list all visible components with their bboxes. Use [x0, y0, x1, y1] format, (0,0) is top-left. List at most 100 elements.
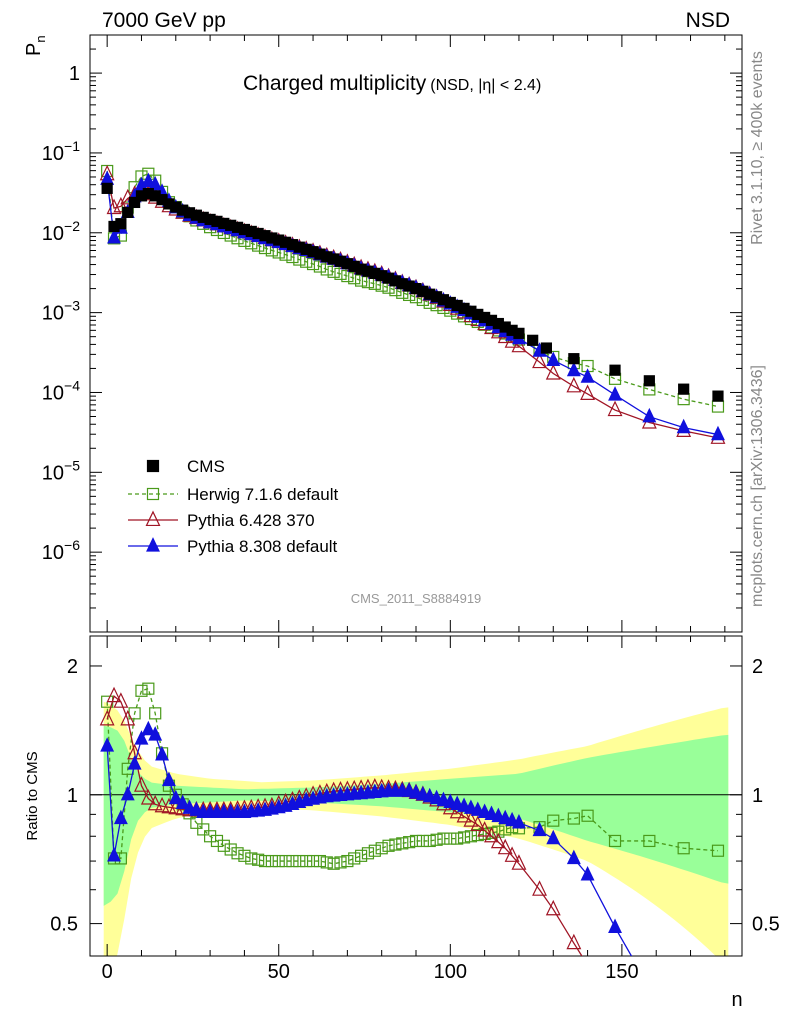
- herwig-ratio-marker: [361, 847, 375, 860]
- pythia8-main-marker: [580, 368, 595, 383]
- herwig-ratio-marker: [149, 707, 162, 720]
- herwig-ratio-marker: [348, 852, 361, 865]
- pythia6-ratio-marker: [147, 794, 163, 811]
- x-tick-label: 50: [268, 961, 290, 983]
- axis-tick-labels: 110−110−210−310−410−510−60.5 0.51 12 20 50 10…: [42, 63, 780, 983]
- herwig-ratio-marker: [334, 856, 347, 869]
- pythia8-ratio-marker: [608, 918, 622, 933]
- pythia8-main-marker: [107, 229, 121, 244]
- herwig-ratio-marker: [306, 854, 320, 868]
- legend-label: CMS: [187, 457, 225, 476]
- pythia8-ratio-marker: [134, 730, 149, 745]
- ratio-y-tick-label: 0.5: [50, 914, 78, 936]
- legend-pythia6-marker: [145, 510, 161, 527]
- pythia6-ratio-marker: [140, 789, 156, 805]
- pythia6-ratio-marker: [154, 796, 170, 813]
- ratio-y-tick-label-right: 0.5: [752, 914, 780, 936]
- pythia8-ratio-marker: [161, 771, 176, 787]
- header-process: NSD: [686, 9, 730, 32]
- herwig-ratio-marker: [581, 809, 594, 822]
- y-tick-exponent: −2: [64, 218, 80, 234]
- pythia6-main-marker: [511, 336, 527, 353]
- pythia8-ratio-marker: [712, 993, 724, 1005]
- pythia8-main-marker: [148, 175, 163, 191]
- cms-data-point: [540, 342, 553, 354]
- pythia8-ratio-marker: [168, 789, 183, 805]
- cms-data-point: [678, 383, 690, 395]
- herwig-ratio-marker: [320, 856, 333, 869]
- herwig-ratio-marker: [416, 834, 429, 848]
- herwig-main-marker: [306, 257, 320, 271]
- y-tick-base: 10: [42, 143, 64, 165]
- y-tick-label: 1: [69, 63, 80, 85]
- herwig-ratio-marker: [457, 831, 471, 844]
- ratio-y-tick-label-right: 1: [752, 785, 763, 807]
- y-tick-label: 10−2: [42, 218, 80, 245]
- herwig-ratio-marker: [368, 844, 381, 857]
- pythia6-ratio-marker: [120, 709, 136, 726]
- pythia6-main-marker: [532, 352, 547, 369]
- herwig-ratio-marker: [409, 834, 423, 848]
- header-energy: 7000 GeV pp: [102, 9, 226, 32]
- herwig-ratio-marker: [258, 854, 272, 868]
- herwig-ratio-marker: [190, 816, 203, 829]
- pythia6-ratio-marker: [456, 806, 472, 823]
- legend-label: Herwig 7.1.6 default: [187, 485, 338, 504]
- herwig-ratio-marker: [567, 812, 580, 825]
- pythia8-ratio-marker: [643, 980, 655, 992]
- herwig-ratio-marker: [711, 844, 725, 857]
- pythia6-ratio-marker: [99, 709, 115, 726]
- y-axis-label-sub: n: [33, 35, 48, 42]
- y-tick-exponent: −6: [64, 537, 80, 553]
- pythia8-main-marker: [141, 172, 156, 188]
- cms-data-point: [712, 390, 724, 402]
- pythia6-main-marker: [113, 196, 129, 213]
- y-tick-exponent: −5: [64, 457, 80, 473]
- mcplots-info: mcplots.cern.ch [arXiv:1306.3436]: [749, 365, 766, 607]
- pythia8-main-marker: [546, 351, 561, 366]
- cms-data-point: [609, 364, 621, 376]
- pythia6-main-marker: [580, 384, 596, 400]
- herwig-ratio-marker: [471, 828, 484, 842]
- legend-label: Pythia 6.428 370: [187, 511, 315, 530]
- pythia8-ratio-marker: [155, 745, 170, 761]
- cms-data-point: [115, 218, 127, 230]
- pythia6-ratio-marker: [609, 1000, 622, 1014]
- herwig-ratio-marker: [300, 854, 313, 868]
- pythia6-ratio-marker: [566, 933, 582, 950]
- herwig-ratio-marker: [272, 854, 285, 868]
- y-axis-label-main: P: [23, 43, 45, 56]
- pythia6-ratio-marker: [504, 846, 520, 862]
- herwig-ratio-marker: [444, 832, 457, 845]
- cms-data-point: [122, 206, 134, 219]
- pythia6-main-marker: [545, 364, 561, 380]
- y-tick-label: 10−3: [42, 298, 80, 325]
- herwig-ratio-marker: [204, 830, 217, 843]
- pythia6-ratio-marker: [497, 838, 513, 855]
- pythia6-ratio-marker: [470, 815, 486, 832]
- cms-data-point: [129, 196, 141, 209]
- cms-data-point: [527, 334, 539, 346]
- herwig-ratio-marker: [341, 854, 354, 868]
- pythia6-ratio-marker: [677, 1010, 690, 1024]
- pythia6-ratio-marker: [587, 955, 588, 956]
- pythia8-main-marker: [566, 361, 581, 377]
- herwig-ratio-marker: [279, 854, 292, 868]
- herwig-main-marker: [313, 260, 327, 273]
- pythia8-ratio-marker: [148, 726, 163, 741]
- axis-ticks: [90, 34, 742, 956]
- pythia8-ratio-marker: [141, 720, 156, 736]
- pythia6-ratio-marker: [511, 854, 527, 870]
- pythia8-ratio-marker: [546, 829, 561, 845]
- y-tick-base: 10: [42, 223, 64, 245]
- y-tick-label: 10−5: [42, 457, 80, 484]
- ratio-y-tick-label: 1: [67, 785, 78, 807]
- herwig-ratio-marker: [389, 838, 402, 851]
- x-tick-label: 150: [605, 961, 638, 983]
- pythia6-ratio-marker: [490, 832, 506, 849]
- y-tick-base: 10: [42, 462, 64, 484]
- pythia8-ratio-marker: [107, 847, 121, 862]
- legend-cms-marker: [146, 459, 160, 473]
- x-tick-label: 100: [434, 961, 467, 983]
- y-tick-base: 1: [69, 63, 80, 85]
